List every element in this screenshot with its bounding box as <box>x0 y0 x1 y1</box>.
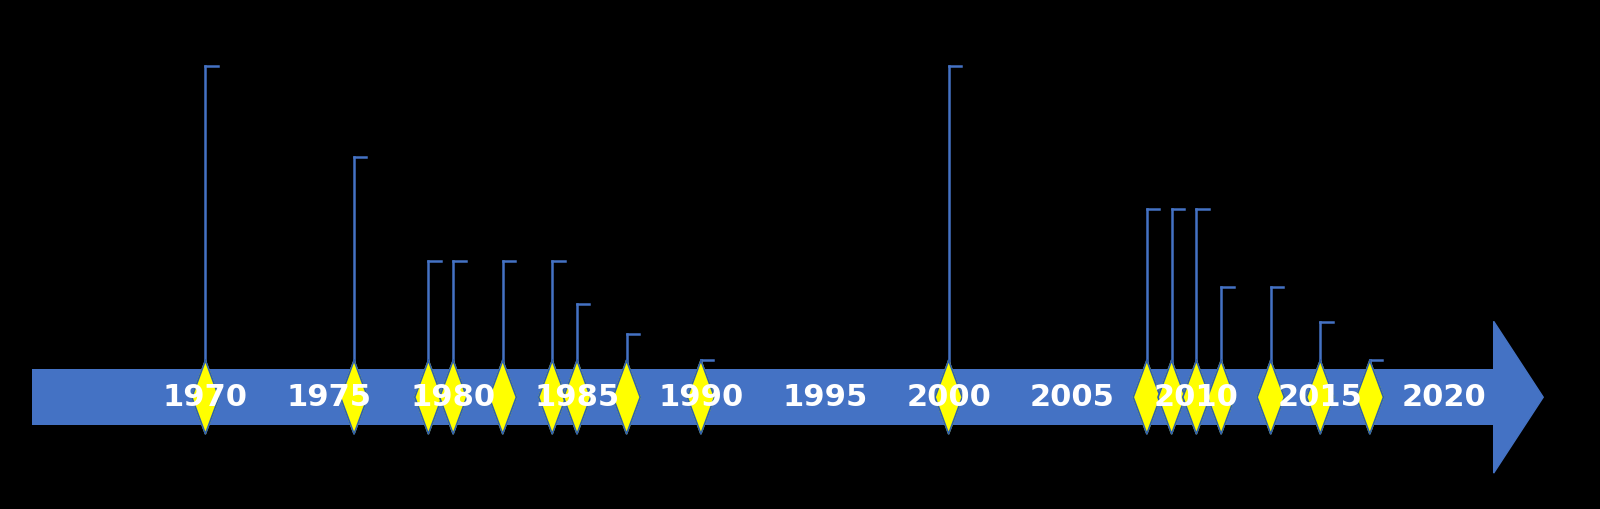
Polygon shape <box>1357 360 1384 434</box>
Text: 1970: 1970 <box>163 383 248 412</box>
Text: 1990: 1990 <box>658 383 744 412</box>
Polygon shape <box>1494 321 1544 473</box>
Text: 2015: 2015 <box>1278 383 1363 412</box>
Polygon shape <box>688 360 715 434</box>
Text: 2000: 2000 <box>906 383 990 412</box>
Polygon shape <box>613 360 640 434</box>
Polygon shape <box>1258 360 1285 434</box>
Polygon shape <box>440 360 467 434</box>
Polygon shape <box>414 360 442 434</box>
Text: 1975: 1975 <box>286 383 371 412</box>
Polygon shape <box>192 360 219 434</box>
Text: 1985: 1985 <box>534 383 619 412</box>
Text: 2010: 2010 <box>1154 383 1238 412</box>
Polygon shape <box>539 360 566 434</box>
Text: 1995: 1995 <box>782 383 867 412</box>
Polygon shape <box>1158 360 1186 434</box>
Text: 1980: 1980 <box>411 383 496 412</box>
Text: 2005: 2005 <box>1030 383 1115 412</box>
Polygon shape <box>1208 360 1235 434</box>
Polygon shape <box>341 360 368 434</box>
Polygon shape <box>563 360 590 434</box>
Polygon shape <box>934 360 962 434</box>
Polygon shape <box>1182 360 1210 434</box>
Polygon shape <box>490 360 517 434</box>
FancyBboxPatch shape <box>32 369 1494 426</box>
Text: 2020: 2020 <box>1402 383 1486 412</box>
Polygon shape <box>1307 360 1334 434</box>
Polygon shape <box>1133 360 1160 434</box>
